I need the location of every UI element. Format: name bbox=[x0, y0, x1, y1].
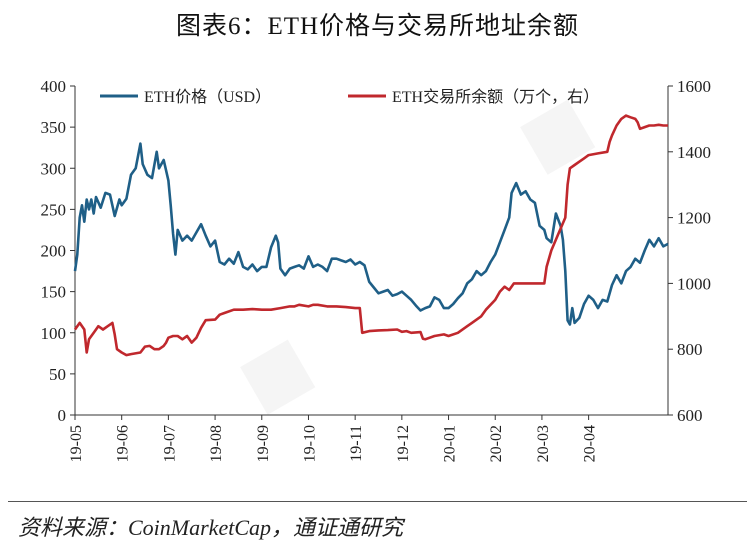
y-left-tick-label: 300 bbox=[41, 159, 67, 178]
chart-title: 图表6：ETH价格与交易所地址余额 bbox=[175, 13, 580, 40]
x-tick-label: 19-09 bbox=[255, 425, 272, 462]
x-tick-label: 19-10 bbox=[301, 425, 318, 462]
legend-label: ETH价格（USD） bbox=[144, 88, 271, 106]
x-tick-label: 19-08 bbox=[208, 425, 225, 462]
y-left-tick-label: 100 bbox=[41, 324, 67, 343]
eth-price-line bbox=[73, 142, 669, 326]
y-left-tick-label: 200 bbox=[41, 242, 67, 261]
x-tick-label: 19-06 bbox=[115, 425, 132, 462]
y-right-tick-label: 600 bbox=[677, 406, 703, 425]
y-left-tick-label: 350 bbox=[41, 118, 67, 137]
y-right-tick-label: 800 bbox=[677, 340, 703, 359]
y-right-tick-label: 1400 bbox=[677, 143, 711, 162]
x-tick-label: 19-07 bbox=[161, 425, 178, 462]
y-left-tick-label: 250 bbox=[41, 200, 67, 219]
y-right-tick-label: 1600 bbox=[677, 77, 711, 96]
x-tick-label: 20-01 bbox=[442, 425, 459, 462]
x-tick-label: 19-12 bbox=[395, 425, 412, 462]
x-tick-label: 19-11 bbox=[348, 425, 365, 462]
y-right-tick-label: 1200 bbox=[677, 209, 711, 228]
legend-label: ETH交易所余额（万个，右） bbox=[392, 87, 599, 106]
y-left-tick-label: 0 bbox=[58, 406, 67, 425]
x-tick-label: 20-02 bbox=[488, 425, 505, 462]
y-right-tick-label: 1000 bbox=[677, 274, 711, 293]
source-note: 资料来源：CoinMarketCap，通证通研究 bbox=[18, 515, 403, 540]
y-left-tick-label: 400 bbox=[41, 77, 67, 96]
axes: 0 50 100 150 200 250 300 350 400 600 800 1000 1200 14… bbox=[41, 77, 712, 462]
chart-canvas: 0 50 100 150 200 250 300 350 400 600 800 1000 1200 14… bbox=[41, 77, 712, 462]
x-tick-label: 20-03 bbox=[535, 425, 552, 462]
y-left-tick-label: 150 bbox=[41, 283, 67, 302]
source-divider bbox=[8, 501, 747, 502]
x-tick-label: 20-04 bbox=[582, 425, 599, 462]
x-tick-label: 19-05 bbox=[68, 425, 85, 462]
watermark bbox=[240, 99, 596, 415]
legend: ETH价格（USD） ETH交易所余额（万个，右） bbox=[100, 87, 599, 106]
series-layer bbox=[73, 114, 669, 357]
y-left-tick-label: 50 bbox=[49, 365, 66, 384]
exchange-balance-line bbox=[73, 114, 668, 357]
